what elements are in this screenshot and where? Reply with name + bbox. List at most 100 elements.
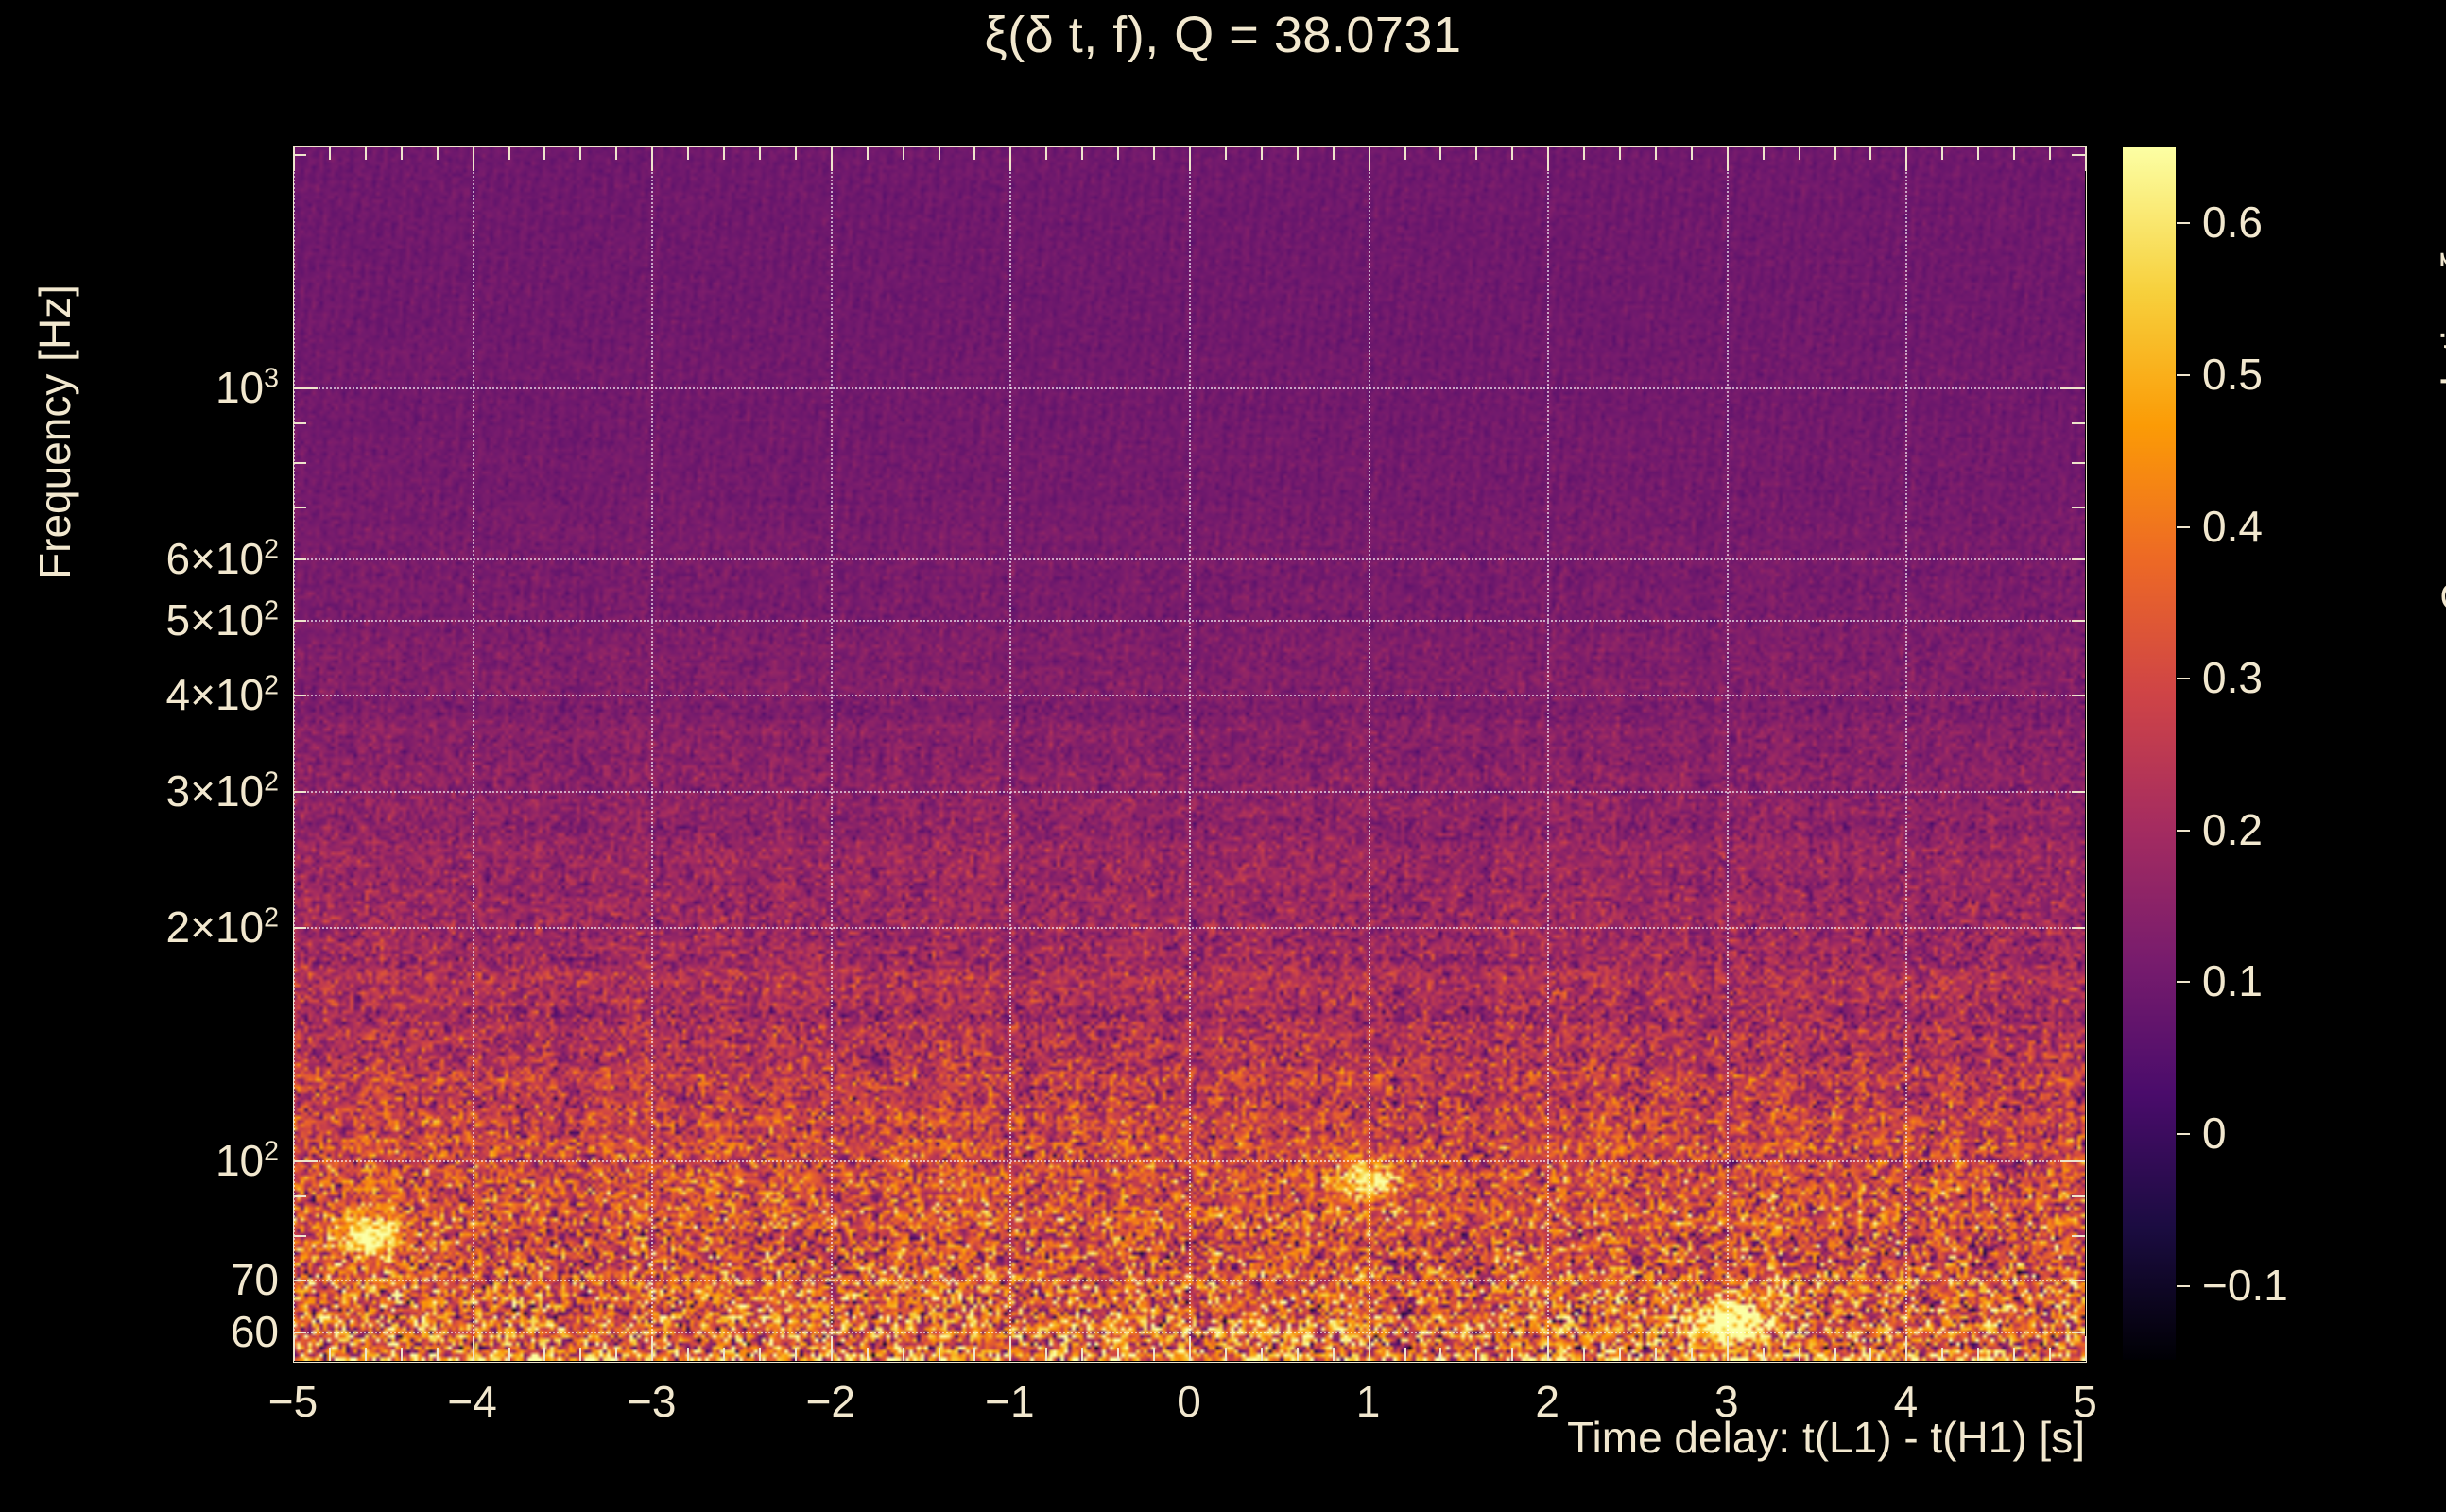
x-axis-tick-label: 2 [1535,1377,1559,1426]
x-axis-top-tick [794,146,797,160]
x-axis-top-tick [758,146,761,160]
gridline-vertical [1547,146,1550,1361]
y-axis-right-tick [2072,1234,2085,1237]
y-axis-minor-tick [293,422,306,425]
y-axis-tick-label: 5×102 [165,594,279,644]
x-axis-minor-tick [1977,1348,1980,1361]
y-axis-major-tick [293,1160,318,1162]
colorbar[interactable] [2122,146,2177,1361]
y-axis-right-tick [2072,461,2085,464]
x-axis-minor-tick [1511,1348,1514,1361]
x-axis-minor-tick [1654,1348,1657,1361]
x-axis-major-tick [830,1336,833,1361]
gridline-horizontal [293,558,2085,561]
gridline-horizontal [293,791,2085,794]
gridline-horizontal [293,927,2085,930]
x-axis-tick-label: −2 [805,1377,856,1426]
x-axis-major-tick [293,1336,295,1361]
x-axis-minor-tick [364,1348,367,1361]
x-axis-top-tick [2013,146,2016,160]
colorbar-tick [2177,525,2190,528]
x-axis-top-tick [1260,146,1263,160]
colorbar-tick [2177,1284,2190,1287]
y-axis-right-tick [2072,558,2085,561]
y-axis-minor-tick [293,695,306,697]
x-axis-minor-tick [1260,1348,1263,1361]
gridline-vertical [1368,146,1370,1361]
y-axis-minor-tick [293,154,306,157]
x-axis-minor-tick [1296,1348,1299,1361]
heatmap-plot-area[interactable] [293,146,2085,1361]
x-axis-minor-tick [1224,1348,1227,1361]
x-axis-top-tick [579,146,582,160]
x-axis-top-tick [1583,146,1586,160]
x-axis-top-tick [902,146,904,160]
colorbar-tick [2177,222,2190,225]
x-axis-minor-tick [866,1348,869,1361]
y-axis-minor-tick [293,619,306,622]
gridline-horizontal [293,1332,2085,1334]
x-axis-minor-tick [1834,1348,1836,1361]
x-axis-top-tick [1905,146,1908,171]
colorbar-tick-label: −0.1 [2202,1260,2288,1310]
x-axis-top-tick [328,146,331,160]
x-axis-top-tick [1834,146,1836,160]
gridline-vertical [1726,146,1729,1361]
x-axis-minor-tick [973,1348,976,1361]
x-axis-top-tick [2049,146,2052,160]
x-axis-minor-tick [794,1348,797,1361]
x-axis-title: Time delay: t(L1) - t(H1) [s] [1567,1413,2085,1462]
x-axis-major-tick [1905,1336,1908,1361]
x-axis-top-tick [1654,146,1657,160]
x-axis-minor-tick [758,1348,761,1361]
x-axis-top-tick [543,146,546,160]
x-axis-top-tick [400,146,403,160]
gridline-horizontal [293,387,2085,389]
gridline-vertical [830,146,833,1361]
y-axis-tick-label: 4×102 [165,670,279,720]
x-axis-minor-tick [687,1348,690,1361]
x-axis-minor-tick [1762,1348,1765,1361]
x-axis-top-tick [938,146,940,160]
y-axis-tick-label: 3×102 [165,766,279,816]
gridline-horizontal [293,619,2085,622]
x-axis-top-tick [1081,146,1084,160]
y-axis-right-tick [2072,507,2085,509]
chart-title: ξ(δ t, f), Q = 38.0731 [984,7,1462,63]
y-axis-tick-label: 2×102 [165,902,279,953]
x-axis-top-tick [866,146,869,160]
y-axis-right-tick [2072,422,2085,425]
x-axis-minor-tick [1798,1348,1800,1361]
x-axis-major-tick [651,1336,654,1361]
colorbar-tick [2177,373,2190,376]
colorbar-tick [2177,678,2190,680]
y-axis-right-tick [2072,927,2085,930]
colorbar-title: Cross-correlation ξ [2433,250,2446,613]
x-axis-major-tick [1547,1336,1550,1361]
x-axis-top-tick [615,146,618,160]
x-axis-minor-tick [1439,1348,1442,1361]
x-axis-top-tick [1475,146,1478,160]
y-axis-right-tick [2072,619,2085,622]
y-axis-right-tick [2072,1280,2085,1282]
x-axis-top-tick [1547,146,1550,171]
y-axis-minor-tick [293,1195,306,1198]
gridline-vertical [1009,146,1012,1361]
gridline-horizontal [293,1280,2085,1282]
x-axis-top-tick [830,146,833,171]
x-axis-top-tick [1869,146,1872,160]
x-axis-minor-tick [615,1348,618,1361]
x-axis-top-tick [1296,146,1299,160]
colorbar-tick-label: 0 [2202,1108,2227,1159]
x-axis-minor-tick [1404,1348,1406,1361]
gridline-vertical [1189,146,1191,1361]
x-axis-top-tick [1798,146,1800,160]
x-axis-top-tick [1690,146,1693,160]
colorbar-tick [2177,981,2190,984]
y-axis-major-tick [293,387,318,389]
x-axis-top-tick [723,146,726,160]
x-axis-minor-tick [2049,1348,2052,1361]
x-axis-top-tick [651,146,654,171]
x-axis-top-tick [1368,146,1370,171]
